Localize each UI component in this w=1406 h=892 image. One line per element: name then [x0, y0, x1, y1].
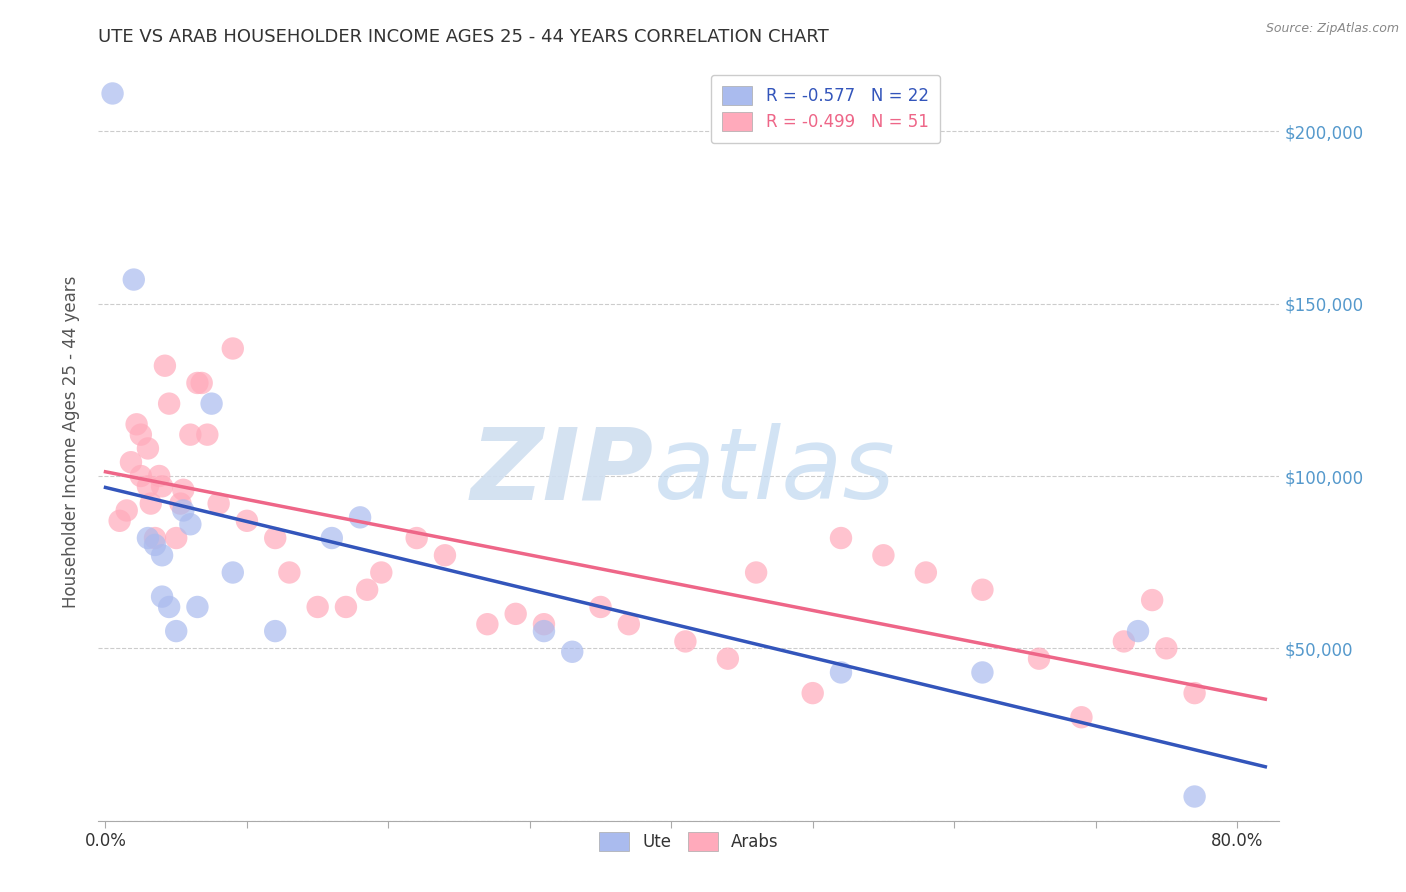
- Point: [278, 566, 301, 580]
- Point: [125, 417, 148, 432]
- Point: [148, 469, 170, 483]
- Point: [264, 531, 287, 545]
- Point: [122, 272, 145, 286]
- Point: [150, 590, 173, 604]
- Point: [236, 514, 259, 528]
- Point: [143, 531, 166, 545]
- Point: [108, 514, 131, 528]
- Point: [972, 665, 994, 680]
- Point: [673, 634, 696, 648]
- Point: [157, 599, 180, 614]
- Point: [872, 548, 894, 563]
- Point: [139, 497, 162, 511]
- Point: [186, 599, 208, 614]
- Point: [533, 617, 555, 632]
- Point: [157, 396, 180, 410]
- Point: [321, 531, 343, 545]
- Point: [1070, 710, 1092, 724]
- Point: [129, 427, 152, 442]
- Point: [195, 427, 218, 442]
- Point: [589, 599, 612, 614]
- Point: [745, 566, 768, 580]
- Point: [801, 686, 824, 700]
- Point: [1126, 624, 1149, 639]
- Y-axis label: Householder Income Ages 25 - 44 years: Householder Income Ages 25 - 44 years: [62, 276, 80, 607]
- Point: [153, 359, 176, 373]
- Text: ZIP: ZIP: [471, 424, 654, 520]
- Point: [405, 531, 427, 545]
- Point: [136, 442, 159, 456]
- Point: [136, 479, 159, 493]
- Point: [208, 497, 231, 511]
- Point: [915, 566, 938, 580]
- Point: [433, 548, 456, 563]
- Point: [150, 479, 173, 493]
- Point: [505, 607, 527, 621]
- Text: atlas: atlas: [654, 424, 896, 520]
- Point: [169, 497, 191, 511]
- Point: [115, 503, 138, 517]
- Point: [533, 624, 555, 639]
- Point: [477, 617, 499, 632]
- Point: [717, 651, 740, 665]
- Point: [179, 517, 201, 532]
- Point: [349, 510, 371, 524]
- Point: [165, 531, 187, 545]
- Point: [143, 538, 166, 552]
- Text: Source: ZipAtlas.com: Source: ZipAtlas.com: [1265, 22, 1399, 36]
- Point: [1140, 593, 1163, 607]
- Point: [172, 503, 194, 517]
- Point: [190, 376, 212, 390]
- Point: [222, 342, 245, 356]
- Point: [1184, 789, 1206, 804]
- Point: [120, 455, 142, 469]
- Legend: Ute, Arabs: Ute, Arabs: [592, 825, 786, 858]
- Point: [136, 531, 159, 545]
- Point: [101, 87, 124, 101]
- Point: [179, 427, 201, 442]
- Point: [617, 617, 640, 632]
- Point: [307, 599, 329, 614]
- Point: [172, 483, 194, 497]
- Point: [200, 396, 222, 410]
- Point: [370, 566, 392, 580]
- Point: [972, 582, 994, 597]
- Point: [830, 531, 852, 545]
- Text: UTE VS ARAB HOUSEHOLDER INCOME AGES 25 - 44 YEARS CORRELATION CHART: UTE VS ARAB HOUSEHOLDER INCOME AGES 25 -…: [98, 28, 830, 45]
- Point: [830, 665, 852, 680]
- Point: [1184, 686, 1206, 700]
- Point: [150, 548, 173, 563]
- Point: [1028, 651, 1050, 665]
- Point: [264, 624, 287, 639]
- Point: [129, 469, 152, 483]
- Point: [165, 624, 187, 639]
- Point: [356, 582, 378, 597]
- Point: [335, 599, 357, 614]
- Point: [186, 376, 208, 390]
- Point: [1156, 641, 1178, 656]
- Point: [561, 645, 583, 659]
- Point: [1112, 634, 1135, 648]
- Point: [222, 566, 245, 580]
